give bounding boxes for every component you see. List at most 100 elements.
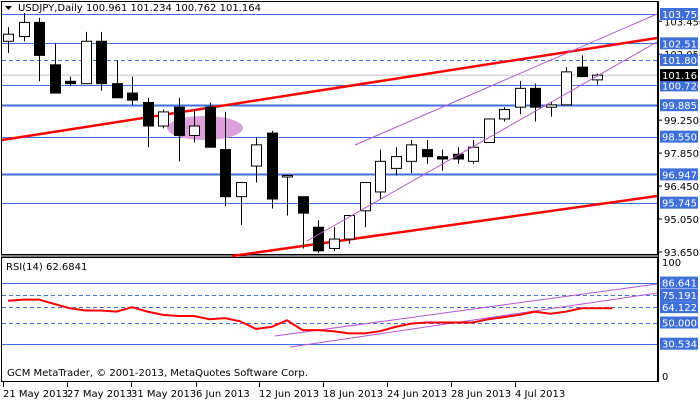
rsi-level-label: 75.191 xyxy=(662,291,697,302)
bearish-candle-body xyxy=(143,101,154,127)
candle[interactable] xyxy=(127,76,138,105)
upper-trendline[interactable] xyxy=(1,36,658,142)
bearish-candle-body xyxy=(174,106,185,136)
candle[interactable] xyxy=(344,215,355,244)
candle[interactable] xyxy=(81,31,92,85)
bearish-candle-body xyxy=(453,153,464,160)
bullish-candle-body xyxy=(406,144,417,162)
bearish-candle-body xyxy=(267,132,278,200)
rsi-level-tag xyxy=(660,276,698,289)
candle[interactable] xyxy=(468,140,479,164)
bearish-candle-body xyxy=(220,149,231,198)
candle[interactable] xyxy=(158,109,169,129)
bullish-candle-body xyxy=(251,144,262,167)
bullish-candle-body xyxy=(360,182,371,212)
candle[interactable] xyxy=(3,27,14,54)
candle[interactable] xyxy=(19,13,30,42)
candle[interactable] xyxy=(143,97,154,148)
price-panel-frame xyxy=(1,1,658,255)
level-price-tag xyxy=(660,99,698,112)
bullish-candle-body xyxy=(19,21,30,38)
bullish-candle-body xyxy=(468,146,479,162)
candle[interactable] xyxy=(515,81,526,115)
level-price-tag xyxy=(660,8,698,20)
bearish-candle-body xyxy=(313,226,324,252)
candle[interactable] xyxy=(50,43,61,94)
candle[interactable] xyxy=(282,174,293,216)
candle[interactable] xyxy=(96,31,107,91)
bullish-candle-body xyxy=(81,40,92,85)
candle[interactable] xyxy=(267,130,278,209)
copyright-text: GCM MetaTrader, © 2001-2013, MetaQuotes … xyxy=(7,368,308,379)
bullish-candle-body xyxy=(3,33,14,42)
time-tick-label: 6 Jun 2013 xyxy=(196,389,250,400)
rsi-level-tag xyxy=(660,337,698,350)
bullish-candle-body xyxy=(344,215,355,240)
rsi-level-label: 86.641 xyxy=(662,279,697,290)
candle[interactable] xyxy=(453,147,464,164)
candle[interactable] xyxy=(174,97,185,162)
price-tick-label: 97.850 xyxy=(664,149,699,160)
bullish-candle-body xyxy=(375,160,386,193)
bearish-candle-body xyxy=(437,156,448,160)
bullish-candle-body xyxy=(329,238,340,249)
candle[interactable] xyxy=(484,118,495,144)
candle[interactable] xyxy=(577,55,588,78)
rsi-tick-label: 0 xyxy=(662,372,668,383)
level-price-tag xyxy=(660,37,698,50)
candle[interactable] xyxy=(251,137,262,183)
candle[interactable] xyxy=(236,182,247,225)
triangle-down-icon[interactable] xyxy=(5,6,12,10)
candle[interactable] xyxy=(313,220,324,254)
rsi-channel-lower[interactable] xyxy=(289,292,658,348)
level-price-label: 102.512 xyxy=(662,39,700,50)
bullish-candle-body xyxy=(515,87,526,108)
bullish-candle-body xyxy=(391,156,402,169)
bearish-candle-body xyxy=(422,149,433,158)
channel-lower-line[interactable] xyxy=(306,41,658,242)
level-price-label: 95.745 xyxy=(662,199,697,210)
bullish-candle-body xyxy=(282,174,293,178)
rsi-channel-upper[interactable] xyxy=(274,283,658,337)
candle[interactable] xyxy=(406,140,417,174)
chart-header: USDJPY,Daily 100.961 101.234 100.762 101… xyxy=(5,3,261,14)
level-price-label: 99.885 xyxy=(662,101,697,112)
candle[interactable] xyxy=(112,60,123,99)
candle[interactable] xyxy=(189,109,200,143)
candle[interactable] xyxy=(561,67,572,106)
candle[interactable] xyxy=(298,196,309,249)
candle[interactable] xyxy=(422,140,433,164)
lower-trendline[interactable] xyxy=(231,194,658,258)
price-tick-label: 96.450 xyxy=(664,182,699,193)
candle[interactable] xyxy=(391,147,402,176)
candle[interactable] xyxy=(360,182,371,228)
time-tick-label: 31 May 2013 xyxy=(131,389,196,400)
current-price-tag xyxy=(660,69,698,82)
bearish-candle-body xyxy=(127,92,138,101)
candle[interactable] xyxy=(329,227,340,251)
candle[interactable] xyxy=(437,149,448,171)
rsi-level-label: 64.122 xyxy=(662,303,697,314)
candle[interactable] xyxy=(205,102,216,148)
bullish-candle-body xyxy=(592,74,603,81)
candle[interactable] xyxy=(530,83,541,122)
candle[interactable] xyxy=(34,17,45,82)
candle[interactable] xyxy=(546,102,557,117)
level-price-tag xyxy=(660,196,698,209)
candle[interactable] xyxy=(375,149,386,200)
bullish-candle-body xyxy=(546,104,557,108)
channel-upper-line[interactable] xyxy=(354,13,658,146)
bearish-candle-body xyxy=(50,64,61,94)
rsi-panel-frame xyxy=(1,257,658,382)
bearish-candle-body xyxy=(112,83,123,99)
level-price-tag xyxy=(660,130,698,143)
price-tick-label: 103.450 xyxy=(664,17,700,28)
bearish-candle-body xyxy=(34,21,45,56)
rsi-line[interactable] xyxy=(7,298,613,335)
level-price-label: 96.947 xyxy=(662,170,697,181)
candle[interactable] xyxy=(220,111,231,207)
candle[interactable] xyxy=(65,76,76,87)
bearish-candle-body xyxy=(530,87,541,108)
candle[interactable] xyxy=(499,107,510,122)
